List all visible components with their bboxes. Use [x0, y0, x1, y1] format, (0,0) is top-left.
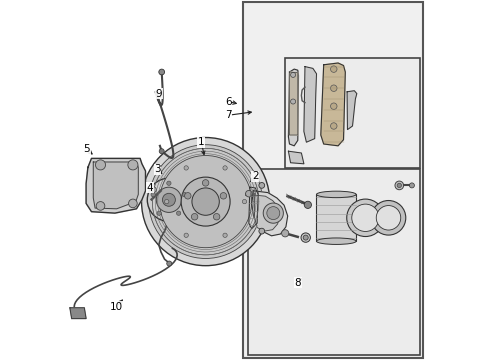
Circle shape — [157, 211, 161, 215]
Polygon shape — [70, 308, 86, 319]
Circle shape — [147, 178, 190, 221]
Circle shape — [213, 213, 220, 220]
Polygon shape — [288, 151, 303, 164]
Circle shape — [164, 199, 168, 204]
Circle shape — [159, 156, 251, 248]
Circle shape — [263, 203, 283, 223]
Circle shape — [303, 235, 307, 240]
Text: 5: 5 — [83, 144, 90, 154]
Polygon shape — [346, 91, 356, 130]
Polygon shape — [248, 187, 258, 229]
Circle shape — [304, 201, 311, 208]
Circle shape — [330, 66, 336, 72]
Ellipse shape — [316, 191, 355, 198]
Polygon shape — [320, 63, 345, 146]
Circle shape — [95, 160, 105, 170]
Circle shape — [281, 230, 288, 237]
Polygon shape — [303, 67, 316, 142]
Circle shape — [351, 204, 378, 231]
Circle shape — [370, 201, 405, 235]
Polygon shape — [86, 158, 145, 213]
Circle shape — [159, 69, 164, 75]
Circle shape — [330, 85, 336, 91]
Circle shape — [182, 193, 186, 197]
Circle shape — [156, 187, 181, 212]
Polygon shape — [93, 162, 138, 209]
Text: 2: 2 — [251, 171, 258, 181]
Circle shape — [346, 199, 384, 237]
Circle shape — [181, 177, 230, 226]
Text: 8: 8 — [294, 278, 301, 288]
Circle shape — [150, 187, 156, 193]
Circle shape — [176, 211, 181, 215]
Circle shape — [223, 166, 227, 170]
Circle shape — [166, 181, 171, 185]
Bar — [285, 58, 419, 168]
Circle shape — [191, 213, 198, 220]
Circle shape — [290, 72, 295, 77]
Bar — [247, 169, 419, 355]
Circle shape — [266, 207, 279, 220]
Circle shape — [183, 233, 188, 238]
Circle shape — [127, 160, 138, 170]
Circle shape — [330, 123, 336, 129]
Circle shape — [202, 180, 208, 186]
Text: 1: 1 — [198, 137, 204, 147]
Text: 9: 9 — [155, 89, 162, 99]
Circle shape — [330, 103, 336, 109]
Circle shape — [408, 183, 413, 188]
Circle shape — [166, 261, 171, 266]
Circle shape — [301, 233, 310, 242]
Text: 3: 3 — [154, 164, 161, 174]
Circle shape — [162, 193, 175, 206]
Circle shape — [148, 145, 262, 258]
Bar — [243, 2, 422, 358]
Circle shape — [192, 188, 219, 215]
Bar — [316, 194, 355, 241]
Circle shape — [375, 206, 400, 230]
Circle shape — [184, 193, 191, 199]
Circle shape — [396, 183, 401, 188]
Circle shape — [242, 199, 246, 204]
Circle shape — [183, 166, 188, 170]
Circle shape — [258, 183, 264, 188]
Circle shape — [245, 190, 251, 197]
Circle shape — [96, 202, 104, 210]
Text: 10: 10 — [110, 302, 123, 312]
Text: 7: 7 — [225, 110, 231, 120]
Circle shape — [258, 228, 264, 234]
Polygon shape — [288, 69, 298, 146]
Polygon shape — [289, 72, 297, 135]
Circle shape — [159, 149, 164, 154]
Circle shape — [394, 181, 403, 190]
Circle shape — [220, 193, 226, 199]
Polygon shape — [251, 191, 287, 236]
Circle shape — [223, 233, 227, 238]
Ellipse shape — [316, 238, 355, 244]
Text: 4: 4 — [146, 183, 153, 193]
Circle shape — [128, 199, 137, 208]
Circle shape — [151, 193, 155, 197]
Circle shape — [290, 99, 295, 104]
Polygon shape — [254, 195, 279, 231]
Circle shape — [141, 138, 269, 266]
Text: 6: 6 — [225, 96, 231, 107]
